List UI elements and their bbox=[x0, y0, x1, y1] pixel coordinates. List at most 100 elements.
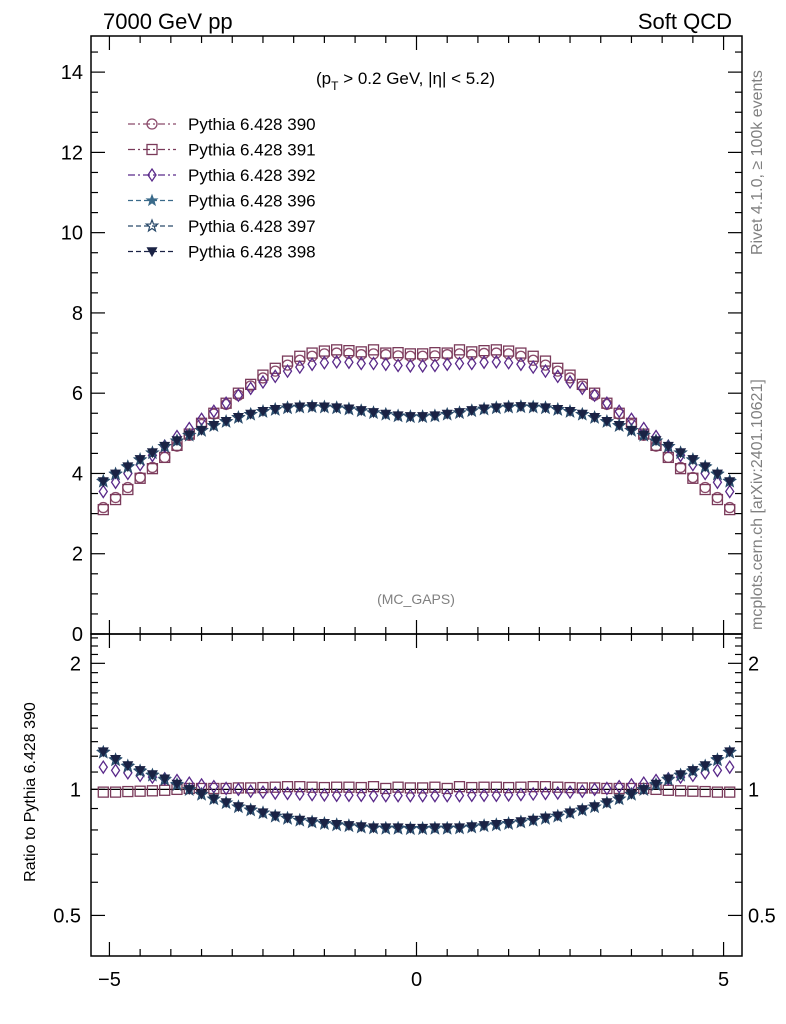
data-point bbox=[367, 344, 380, 356]
ratio-point bbox=[490, 820, 502, 830]
main-ytick-label: 10 bbox=[61, 223, 83, 245]
ratio-point bbox=[662, 774, 674, 785]
mcplots-label: mcplots.cern.ch [arXiv:2401.10621] bbox=[749, 379, 766, 630]
legend-entry: Pythia 6.428 392 bbox=[128, 166, 316, 185]
data-point bbox=[724, 477, 736, 488]
data-point bbox=[577, 381, 588, 396]
header-right: Soft QCD bbox=[638, 9, 732, 34]
ratio-point bbox=[343, 781, 355, 793]
ratio-point bbox=[491, 788, 502, 803]
ratio-point bbox=[453, 781, 466, 793]
data-point bbox=[417, 412, 429, 423]
data-point bbox=[232, 412, 244, 423]
main-ytick-label: 2 bbox=[72, 544, 83, 566]
main-ytick-label: 4 bbox=[72, 463, 83, 485]
ratio-point bbox=[134, 785, 146, 797]
ratio-point bbox=[589, 802, 601, 813]
data-point bbox=[430, 358, 440, 373]
ratio-point bbox=[318, 818, 330, 829]
ratio-point bbox=[540, 786, 551, 801]
legend-marker bbox=[146, 118, 158, 130]
ratio-point bbox=[539, 781, 552, 793]
ratio-point bbox=[392, 823, 404, 834]
header-left: 7000 GeV pp bbox=[103, 9, 233, 34]
ratio-point bbox=[724, 759, 735, 775]
ratio-point bbox=[295, 786, 305, 802]
ratio-point bbox=[245, 782, 257, 794]
ratio-point bbox=[417, 823, 429, 834]
ratio-ytick-label-left: 2 bbox=[70, 653, 81, 675]
data-point bbox=[270, 369, 281, 384]
ratio-point bbox=[258, 784, 268, 800]
ratio-point bbox=[527, 815, 539, 826]
data-point bbox=[109, 493, 122, 506]
data-point bbox=[724, 484, 735, 499]
ratio-point bbox=[441, 823, 453, 834]
ratio-point bbox=[613, 794, 625, 805]
ratio-point bbox=[674, 785, 687, 797]
ratio-point bbox=[306, 781, 318, 793]
legend-marker bbox=[145, 193, 159, 207]
main-ytick-label: 12 bbox=[61, 142, 83, 164]
ratio-point bbox=[331, 820, 343, 830]
data-point bbox=[122, 483, 134, 496]
data-point bbox=[576, 409, 588, 420]
data-point bbox=[404, 348, 417, 360]
ratio-point bbox=[171, 779, 183, 790]
ratio-point bbox=[638, 785, 650, 795]
ratio-point bbox=[552, 781, 564, 793]
ratio-point bbox=[602, 781, 612, 796]
data-point bbox=[368, 356, 379, 371]
data-point bbox=[515, 402, 527, 413]
data-point bbox=[122, 462, 134, 473]
data-point bbox=[282, 403, 294, 414]
ratio-point bbox=[478, 821, 490, 832]
ratio-point bbox=[183, 785, 195, 795]
data-point bbox=[110, 475, 121, 490]
ratio-point bbox=[539, 813, 551, 824]
data-point bbox=[257, 406, 269, 417]
main-axis-ticks: 0 2 4 6 8 10 12 14 bbox=[61, 36, 742, 646]
ratio-point bbox=[257, 808, 269, 819]
ratio-point bbox=[318, 781, 331, 794]
data-point bbox=[355, 406, 367, 417]
ratio-point bbox=[404, 823, 416, 834]
legend-label: Pythia 6.428 390 bbox=[188, 115, 316, 134]
data-point bbox=[614, 404, 624, 419]
data-point bbox=[699, 483, 711, 496]
data-point bbox=[675, 448, 687, 459]
ratio-point bbox=[675, 770, 687, 781]
data-point bbox=[269, 404, 281, 415]
xtick-label: 0 bbox=[411, 969, 422, 991]
ratio-series-pythia-6-428-392 bbox=[98, 759, 735, 803]
ratio-point bbox=[430, 788, 440, 803]
data-point bbox=[233, 388, 244, 403]
ratio-point bbox=[429, 781, 441, 793]
ratio-point bbox=[577, 784, 588, 799]
legend-label: Pythia 6.428 397 bbox=[188, 217, 316, 236]
xtick-label: 5 bbox=[718, 969, 729, 991]
ratio-ytick-label-right: 2 bbox=[748, 653, 759, 675]
ratio-point bbox=[516, 787, 526, 802]
ratio-point bbox=[601, 798, 613, 809]
series-pythia-6-428-392 bbox=[98, 354, 735, 499]
ratio-point bbox=[380, 823, 392, 834]
ratio-point bbox=[393, 788, 403, 803]
data-point bbox=[479, 355, 489, 370]
data-point bbox=[602, 396, 612, 411]
ratio-point bbox=[625, 789, 637, 800]
data-point bbox=[306, 350, 318, 362]
data-point bbox=[453, 344, 466, 356]
data-point bbox=[564, 369, 576, 381]
data-point bbox=[674, 462, 687, 475]
data-point bbox=[564, 406, 576, 417]
ratio-point bbox=[281, 781, 294, 793]
data-point bbox=[712, 475, 723, 490]
data-point bbox=[589, 388, 600, 403]
data-point bbox=[441, 409, 453, 420]
data-point bbox=[221, 396, 231, 411]
ratio-ytick-label-right: 1 bbox=[748, 779, 759, 801]
data-point bbox=[356, 356, 367, 371]
ratio-point bbox=[466, 788, 477, 803]
ratio-point bbox=[367, 823, 380, 834]
